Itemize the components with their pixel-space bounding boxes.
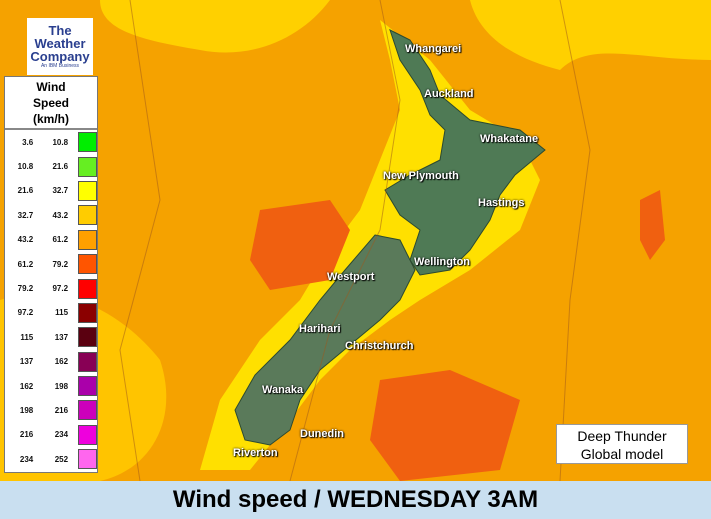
legend-row: 21.6 32.7: [5, 179, 97, 203]
legend-swatch: [78, 351, 97, 372]
city-label: New Plymouth: [383, 170, 459, 182]
model-label: Deep Thunder Global model: [556, 424, 688, 464]
city-label: Wanaka: [262, 384, 304, 396]
legend-from: 115: [20, 332, 34, 342]
legend-from: 162: [19, 381, 34, 391]
legend-swatch: [78, 132, 97, 153]
legend-from: 198: [19, 405, 34, 415]
legend-title-line: (km/h): [33, 112, 69, 126]
legend-from: 21.6: [17, 186, 34, 196]
legend-row: 61.2 79.2: [5, 252, 97, 276]
banner-title: Wind speed / WEDNESDAY 3AM: [0, 481, 711, 519]
legend-from: 32.7: [17, 210, 34, 220]
legend-swatch: [78, 302, 97, 323]
wind-speed-map[interactable]: [0, 0, 711, 481]
legend-row: 79.2 97.2: [5, 276, 97, 300]
logo-text: The: [48, 23, 72, 38]
yellow-region-north: [0, 0, 711, 70]
legend-from: 234: [19, 454, 34, 464]
legend-from: 43.2: [17, 235, 34, 245]
city-label: Christchurch: [345, 340, 414, 352]
south-island: [234, 234, 416, 446]
legend-from: 3.6: [22, 137, 34, 147]
legend-to: 234: [54, 430, 69, 440]
logo-tagline: An IBM Business: [40, 63, 80, 69]
legend-title-line: Wind: [36, 80, 66, 94]
legend-to: 252: [54, 454, 69, 464]
legend-swatch: [78, 156, 97, 177]
legend-from: 97.2: [17, 308, 34, 318]
weather-company-logo: The Weather Company An IBM Business: [27, 18, 93, 75]
legend-to: 32.7: [52, 186, 69, 196]
city-label: Hastings: [478, 197, 525, 209]
legend-row: 137 162: [5, 350, 97, 374]
logo-text: Weather: [34, 36, 86, 51]
legend-row: 198 216: [5, 398, 97, 422]
city-label: Auckland: [424, 88, 474, 100]
legend-to: 137: [54, 332, 69, 342]
legend-row: 97.2 115: [5, 301, 97, 325]
legend-row: 162 198: [5, 374, 97, 398]
model-line: Global model: [580, 446, 664, 462]
legend-title-line: Speed: [32, 96, 69, 110]
legend-swatch: [78, 400, 97, 421]
legend-to: 115: [55, 308, 69, 318]
legend-from: 61.2: [17, 259, 34, 269]
legend-swatch: [78, 205, 97, 226]
city-label: Riverton: [233, 447, 278, 459]
legend-row: 43.2 61.2: [5, 228, 97, 252]
legend-title: Wind Speed (km/h): [5, 77, 97, 130]
legend-swatch: [78, 327, 97, 348]
legend-to: 198: [54, 381, 69, 391]
legend-swatch: [78, 278, 97, 299]
city-label: Dunedin: [300, 428, 344, 440]
legend-from: 79.2: [17, 284, 34, 294]
wind-speed-legend: Wind Speed (km/h) 3.6 10.8 10.8 21.6 21.6 32.…: [4, 76, 98, 473]
legend-row: 216 234: [5, 423, 97, 447]
city-label: Whakatane: [480, 133, 539, 145]
legend-swatch: [78, 424, 97, 445]
legend-to: 79.2: [52, 259, 69, 269]
strong-wind-region: [250, 190, 665, 481]
legend-to: 162: [54, 357, 69, 367]
legend-row: 32.7 43.2: [5, 203, 97, 227]
north-island: [384, 29, 546, 276]
legend-from: 137: [19, 357, 34, 367]
city-label: Harihari: [299, 323, 341, 335]
legend-to: 61.2: [52, 235, 69, 245]
legend-to: 10.8: [52, 137, 69, 147]
legend-from: 10.8: [17, 162, 34, 172]
city-label: Whangarei: [405, 43, 462, 55]
legend-row: 10.8 21.6: [5, 154, 97, 178]
legend-from: 216: [19, 430, 34, 440]
legend-row: 115 137: [5, 325, 97, 349]
logo-text: Company: [30, 49, 90, 64]
city-label: Wellington: [414, 256, 471, 268]
legend-swatch: [78, 449, 97, 470]
legend-swatch: [78, 180, 97, 201]
legend-row: 234 252: [5, 447, 97, 471]
legend-swatch: [78, 376, 97, 397]
legend-swatch: [78, 229, 97, 250]
city-label: Westport: [327, 271, 375, 283]
legend-to: 216: [54, 405, 69, 415]
legend-to: 21.6: [52, 162, 69, 172]
legend-to: 43.2: [52, 210, 69, 220]
legend-to: 97.2: [52, 284, 69, 294]
model-line: Deep Thunder: [577, 428, 667, 444]
legend-swatch: [78, 254, 97, 275]
legend-row: 3.6 10.8: [5, 130, 97, 154]
